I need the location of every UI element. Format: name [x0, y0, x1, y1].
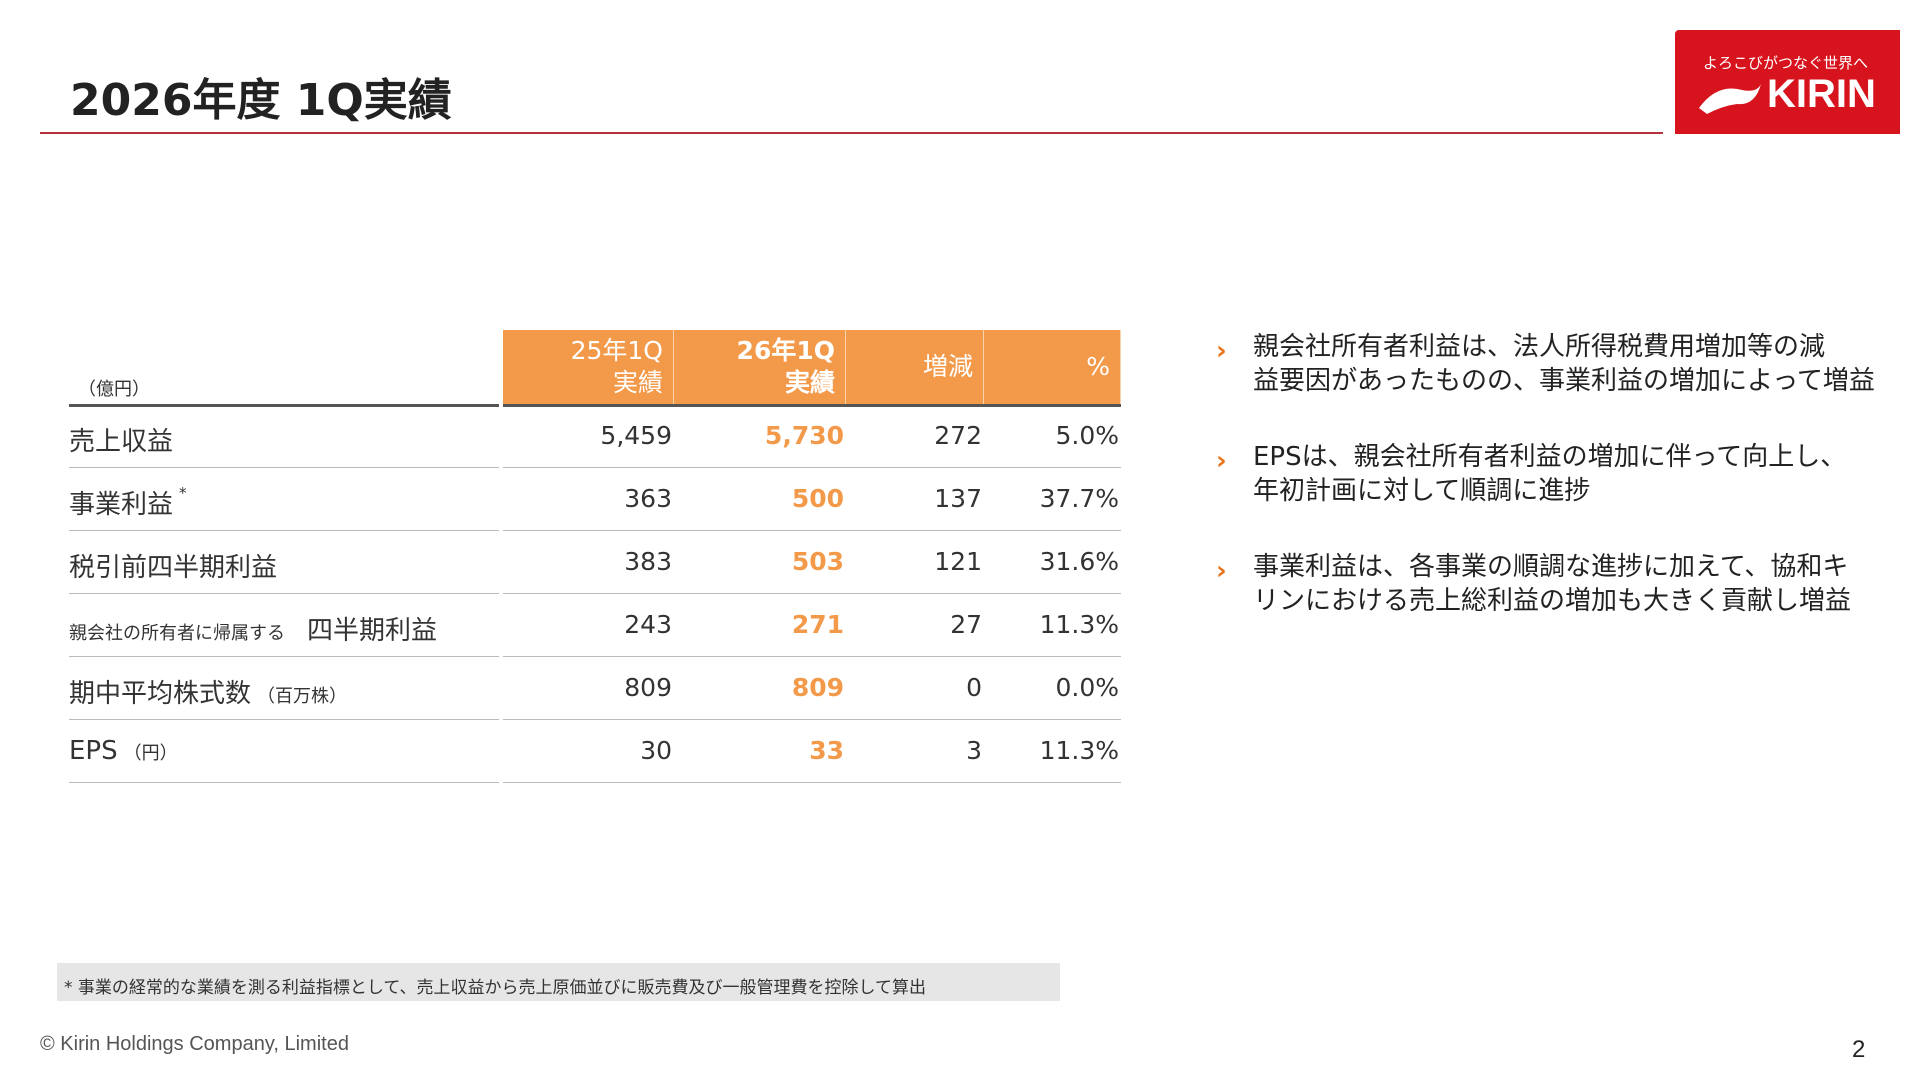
title-rule — [40, 132, 1663, 134]
row-label: 親会社の所有者に帰属する 四半期利益 — [69, 610, 437, 647]
header-rule — [503, 404, 1121, 407]
table-cell: 383 — [624, 547, 672, 576]
table-cell: 5,730 — [764, 421, 844, 450]
row-label: 事業利益 * — [69, 484, 187, 521]
row-label-text: 税引前四半期利益 — [69, 553, 278, 583]
table-cell: 137 — [934, 484, 982, 513]
row-rule — [503, 530, 1121, 531]
table-cell: 503 — [791, 547, 844, 576]
column-header-line: % — [1086, 352, 1110, 381]
table-cell: 33 — [809, 736, 844, 765]
row-label: 期中平均株式数 （百万株） — [69, 673, 347, 710]
row-label-text: EPS — [69, 736, 118, 766]
bullet-text: 益要因があったものの、事業利益の増加によって増益 — [1253, 366, 1875, 396]
page-number: 2 — [1852, 1036, 1866, 1063]
bullet-text: リンにおける売上総利益の増加も大きく貢献し増益 — [1253, 586, 1852, 616]
column-header-line: 増減 — [922, 352, 973, 381]
row-label-text: 事業利益 — [69, 490, 174, 520]
row-rule — [503, 782, 1121, 783]
table-cell: 363 — [624, 484, 672, 513]
table-cell: 11.3% — [1039, 610, 1119, 639]
row-rule — [69, 467, 499, 468]
unit-label: （億円） — [78, 379, 150, 400]
table-cell: 5,459 — [600, 421, 672, 450]
bullet-arrow: › — [1216, 336, 1227, 366]
column-header-line: 25年1Q — [570, 336, 663, 365]
title: 2026年度 1Q実績 — [70, 75, 452, 126]
row-label-mark: * — [179, 484, 187, 502]
column-header-line: 26年1Q — [736, 336, 835, 365]
copyright: © Kirin Holdings Company, Limited — [40, 1033, 349, 1055]
table-cell: 30 — [640, 736, 672, 765]
header-rule — [69, 404, 499, 407]
row-label: EPS （円） — [69, 736, 178, 766]
row-label: 税引前四半期利益 — [69, 547, 277, 584]
logo-icon — [1699, 84, 1761, 114]
table-cell: 121 — [934, 547, 982, 576]
bullet-text: 事業利益は、各事業の順調な進捗に加えて、協和キ — [1253, 552, 1849, 582]
table-cell: 5.0% — [1055, 421, 1119, 450]
row-label-note: （百万株） — [257, 686, 348, 707]
row-rule — [69, 719, 499, 720]
row-label-text: 四半期利益 — [307, 616, 438, 646]
table-cell: 272 — [934, 421, 982, 450]
bullet-arrow: › — [1216, 556, 1227, 586]
row-label-note: （円） — [123, 743, 178, 764]
column-header-line: 実績 — [612, 368, 663, 397]
bullet-text: 親会社所有者利益は、法人所得税費用増加等の減 — [1253, 332, 1826, 362]
column-header: % — [984, 330, 1121, 404]
logo-tagline: よろこびがつなぐ世界へ — [1703, 54, 1869, 72]
bullet-text: 年初計画に対して順調に進捗 — [1253, 476, 1591, 506]
row-label-text: 期中平均株式数 — [69, 679, 252, 709]
table-cell: 271 — [791, 610, 844, 639]
table-cell: 0 — [966, 673, 982, 702]
table-cell: 809 — [791, 673, 844, 702]
row-rule — [69, 593, 499, 594]
row-rule — [69, 782, 499, 783]
bullet-text: EPSは、親会社所有者利益の増加に伴って向上し、 — [1253, 442, 1847, 472]
footnote: * 事業の経常的な業績を測る利益指標として、売上収益から売上原価並びに販売費及び… — [64, 978, 927, 998]
row-label-text: 売上収益 — [69, 427, 174, 457]
table-cell: 11.3% — [1039, 736, 1119, 765]
column-header: 26年1Q 実績 — [674, 330, 846, 404]
bullet-arrow: › — [1216, 446, 1227, 476]
row-rule — [503, 719, 1121, 720]
footnote-box — [57, 963, 1060, 1001]
column-header: 増減 — [846, 330, 984, 404]
column-header-line: 実績 — [784, 368, 835, 397]
table-cell: 243 — [624, 610, 672, 639]
table-cell: 27 — [950, 610, 982, 639]
table-cell: 37.7% — [1039, 484, 1119, 513]
row-rule — [503, 656, 1121, 657]
row-rule — [503, 593, 1121, 594]
logo-brand: KIRIN — [1767, 72, 1876, 116]
table-cell: 0.0% — [1055, 673, 1119, 702]
table-cell: 3 — [966, 736, 982, 765]
row-rule — [69, 656, 499, 657]
column-header: 25年1Q 実績 — [503, 330, 674, 404]
table-cell: 31.6% — [1039, 547, 1119, 576]
row-rule — [503, 467, 1121, 468]
logo: よろこびがつなぐ世界へ KIRIN — [1675, 30, 1900, 134]
row-rule — [69, 530, 499, 531]
row-label: 売上収益 — [69, 421, 173, 458]
table-cell: 500 — [791, 484, 844, 513]
table-cell: 809 — [624, 673, 672, 702]
row-label-prefix: 親会社の所有者に帰属する — [69, 623, 285, 644]
